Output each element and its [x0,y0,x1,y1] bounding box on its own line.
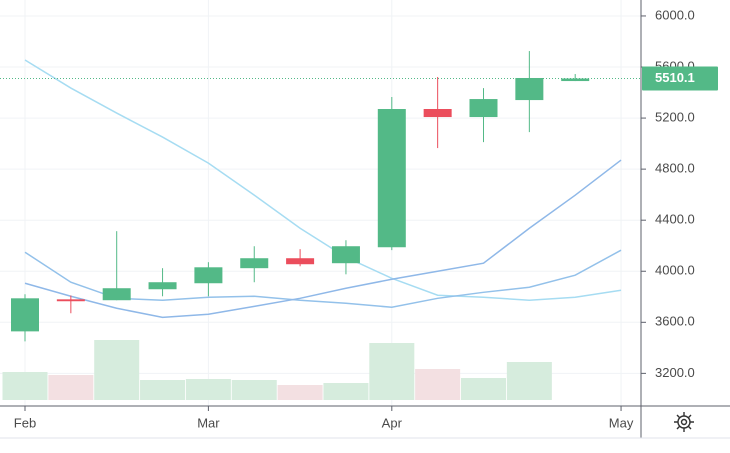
candle-body [102,288,131,301]
candle-body [377,109,406,248]
volume-layer [2,340,552,400]
axis-layer: 3200.03600.04000.04400.04800.05200.05600… [14,7,718,430]
candle-body [561,78,590,82]
gear-teeth [674,412,694,432]
volume-bar [277,385,323,400]
y-tick-label: 3200.0 [655,365,695,380]
candle-body [194,267,223,284]
candle-body [56,299,85,302]
candle-layer [0,51,641,342]
candle-body [11,298,39,332]
candle-body [240,258,269,269]
moving-average-line [24,159,622,319]
last-price-label: 5510.1 [655,70,695,85]
volume-bar [369,343,415,400]
volume-bar [48,375,94,400]
volume-bar [323,383,369,400]
volume-bar [415,369,461,400]
y-tick-label: 3600.0 [655,314,695,329]
candle-body [148,282,177,290]
y-tick-label: 4400.0 [655,212,695,227]
volume-bar [461,378,506,400]
y-tick-label: 6000.0 [655,7,695,22]
volume-bar [185,379,231,400]
x-tick-label: May [609,415,634,430]
candle-body [286,258,315,265]
volume-bar [506,362,552,400]
x-tick-label: Feb [14,415,36,430]
settings-icon[interactable] [674,412,694,432]
candle-body [469,99,498,118]
candle-body [515,77,544,101]
volume-bar [140,380,186,400]
candle-body [423,109,452,118]
moving-average-line [24,59,622,301]
volume-bar [94,340,140,400]
x-tick-label: Mar [197,415,220,430]
x-tick-label: Apr [382,415,403,430]
candle-body [331,246,360,264]
y-tick-label: 5200.0 [655,110,695,125]
last-price-box [642,66,718,91]
gear-hub [680,418,688,426]
volume-bar [2,372,48,400]
y-tick-label: 4000.0 [655,263,695,278]
volume-bar [231,380,277,400]
y-tick-label: 4800.0 [655,161,695,176]
